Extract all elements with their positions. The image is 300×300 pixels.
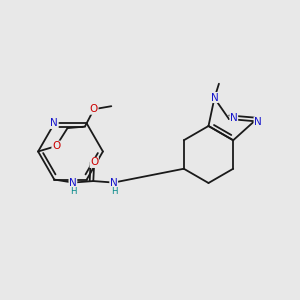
Text: N: N — [230, 113, 238, 123]
Text: O: O — [90, 158, 98, 167]
Text: N: N — [69, 178, 77, 188]
Text: H: H — [111, 187, 118, 196]
Text: N: N — [211, 92, 218, 103]
Text: N: N — [110, 178, 118, 188]
Text: O: O — [52, 141, 60, 151]
Text: H: H — [70, 187, 77, 196]
Text: N: N — [254, 117, 262, 127]
Text: O: O — [90, 104, 98, 114]
Text: N: N — [50, 118, 58, 128]
